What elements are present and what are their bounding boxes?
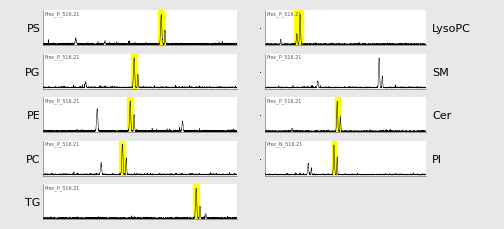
Bar [332,141,336,176]
Text: Prec_P_516.21: Prec_P_516.21 [45,98,80,104]
Bar [294,10,299,45]
Text: ·: · [259,111,262,121]
Text: PC: PC [26,155,40,165]
Text: PG: PG [25,68,40,78]
Bar [335,97,340,132]
Text: Prec_P_516.21: Prec_P_516.21 [266,55,301,60]
Bar [119,141,125,176]
Text: Prec_P_516.21: Prec_P_516.21 [45,185,80,191]
Text: ·: · [259,24,262,34]
Bar [193,184,199,219]
Text: ·: · [259,155,262,165]
Text: TG: TG [25,198,40,208]
Text: PS: PS [26,24,40,34]
Text: Prec_P_516.21: Prec_P_516.21 [45,11,80,17]
Bar [158,10,164,45]
Text: Cer: Cer [432,111,451,121]
Text: ·: · [259,68,262,78]
Bar [298,10,302,45]
Bar [127,97,133,132]
Text: PI: PI [432,155,442,165]
Text: Prec_P_516.21: Prec_P_516.21 [266,98,301,104]
Text: LysoPC: LysoPC [432,24,471,34]
Text: Prec_P_516.21: Prec_P_516.21 [45,55,80,60]
Text: Prec_P_516.21: Prec_P_516.21 [266,11,301,17]
Text: PE: PE [27,111,40,121]
Text: Prec_N_516.21: Prec_N_516.21 [266,142,302,147]
Text: Prec_P_516.21: Prec_P_516.21 [45,142,80,147]
Bar [131,54,137,89]
Text: SM: SM [432,68,449,78]
